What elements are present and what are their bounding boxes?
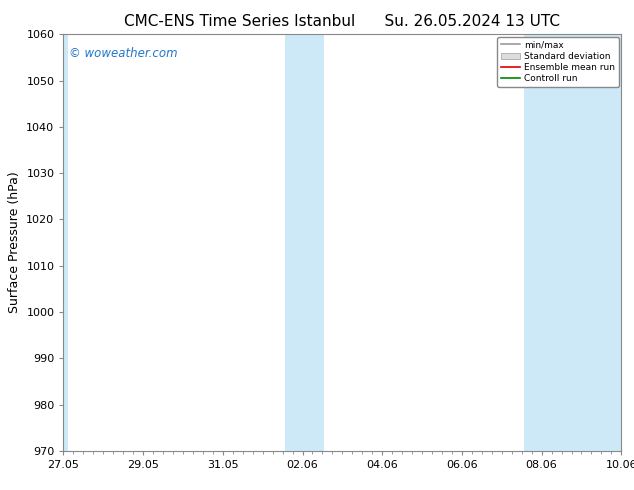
Text: © woweather.com: © woweather.com <box>69 47 178 60</box>
Bar <box>63 34 68 451</box>
Y-axis label: Surface Pressure (hPa): Surface Pressure (hPa) <box>8 172 21 314</box>
Bar <box>285 34 325 451</box>
Bar <box>524 34 621 451</box>
Legend: min/max, Standard deviation, Ensemble mean run, Controll run: min/max, Standard deviation, Ensemble me… <box>497 37 619 87</box>
Title: CMC-ENS Time Series Istanbul      Su. 26.05.2024 13 UTC: CMC-ENS Time Series Istanbul Su. 26.05.2… <box>124 14 560 29</box>
